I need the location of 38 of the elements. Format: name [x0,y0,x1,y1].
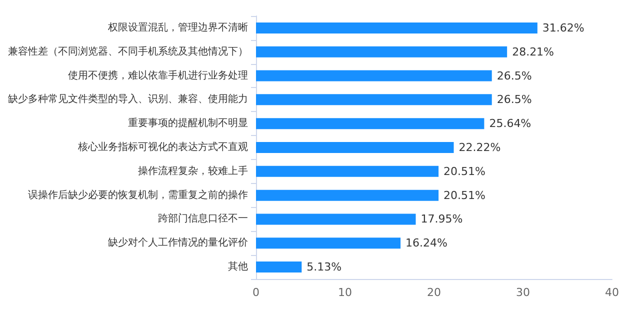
y-tick-label: 缺少对个人工作情况的量化评价 [108,236,248,249]
x-tick-label: 0 [252,286,260,299]
bar [256,142,454,153]
bar [256,238,401,249]
data-label: 16.24% [406,236,448,250]
data-label: 26.5% [496,93,532,106]
data-label: 5.13% [306,260,342,274]
bar [256,46,508,58]
bar [256,22,538,34]
x-tick-label: 40 [605,286,619,299]
bar [256,190,439,201]
data-label: 22.22% [458,141,501,154]
y-tick-label: 跨部门信息口径不一 [158,212,248,225]
y-tick-label: 兼容性差（不同浏览器、不同手机系统及其他情况下） [8,45,248,58]
bar [256,214,416,225]
data-label: 17.95% [420,212,463,226]
bar [256,70,492,82]
y-tick-label: 核心业务指标可视化的表达方式不直观 [77,141,248,153]
data-label: 20.51% [444,188,486,202]
data-label: 26.5% [496,69,532,82]
y-tick-label: 使用不便携，难以依靠手机进行业务处理 [68,69,248,82]
x-tick-label: 10 [338,286,352,299]
data-label: 20.51% [444,164,486,178]
data-label: 28.21% [512,45,554,58]
bar [256,94,492,106]
x-tick-label: 30 [516,286,530,299]
bar [256,262,302,273]
bar [256,166,439,177]
y-tick-label: 操作流程复杂，较难上手 [138,164,248,177]
y-tick-label: 其他 [228,260,248,273]
y-tick-label: 误操作后缺少必要的恢复机制，需重复之前的操作 [28,188,248,201]
data-label: 31.62% [542,21,584,34]
data-label: 25.64% [489,117,532,130]
y-tick-label: 重要事项的提醒机制不明显 [128,117,248,130]
y-tick-label: 缺少多种常见文件类型的导入、识别、兼容、使用能力 [8,93,248,106]
x-tick-label: 20 [427,286,441,299]
bar [256,118,484,130]
y-tick-label: 权限设置混乱，管理边界不清晰 [107,21,248,34]
